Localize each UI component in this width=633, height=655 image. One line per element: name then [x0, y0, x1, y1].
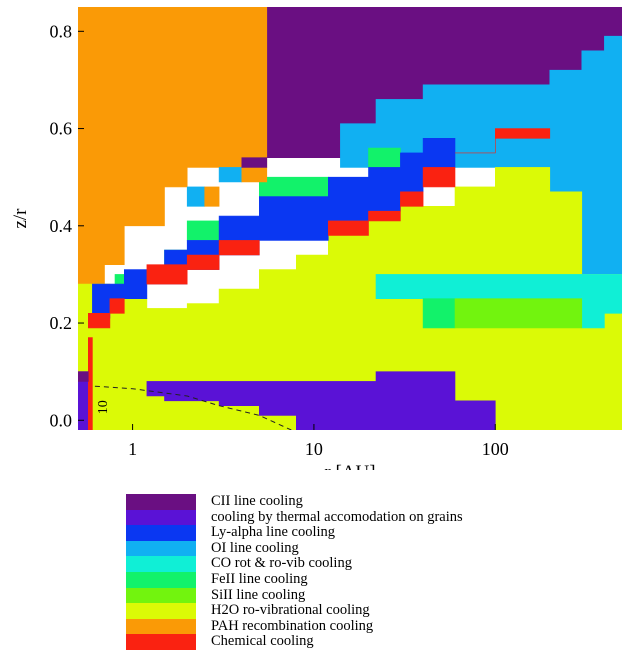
x-tick-label: 100	[482, 439, 509, 459]
legend-item: FeII line cooling	[126, 571, 546, 588]
contour-label: 10	[96, 400, 111, 414]
y-tick-label: 0.8	[50, 21, 73, 41]
legend-item: SiII line cooling	[126, 586, 546, 604]
legend-swatch	[126, 618, 196, 635]
x-tick-label: 1	[128, 439, 137, 459]
plot-area: 10 1 10 100 0.0 0.2 0.4 0.6 0.8 r [AU] z/r	[10, 7, 622, 470]
region-fe	[422, 298, 456, 329]
y-tick-label: 0.0	[50, 410, 73, 430]
legend-label: Ly-alpha line cooling	[211, 524, 336, 541]
region-pah	[241, 167, 268, 183]
legend-item: CII line cooling	[126, 493, 546, 510]
y-tick-label: 0.2	[50, 313, 73, 333]
legend-swatch	[126, 556, 196, 572]
region-chem	[146, 240, 260, 285]
region-gr	[146, 371, 496, 430]
region-si	[454, 298, 583, 329]
legend-item: Ly-alpha line cooling	[126, 524, 546, 541]
region-fe	[114, 274, 125, 285]
legend-label: CO rot & ro-vib cooling	[211, 555, 352, 572]
region-oi	[218, 167, 243, 183]
y-tick-label: 0.6	[50, 119, 73, 139]
region-fe	[368, 147, 401, 168]
legend-label: SiII line cooling	[211, 586, 306, 603]
contour-line	[94, 385, 292, 430]
region-cii	[78, 371, 89, 382]
legend-item: PAH recombination cooling	[126, 617, 546, 635]
legend-label: FeII line cooling	[211, 571, 308, 587]
region-chem	[88, 298, 125, 329]
region-cii	[241, 157, 268, 168]
legend-label: CII line cooling	[211, 493, 303, 509]
legend-label: PAH recombination cooling	[211, 617, 374, 634]
legend-swatch	[126, 494, 196, 510]
region-chem	[327, 191, 424, 236]
region-chem	[88, 337, 93, 430]
cooling-map-chart: 10 1 10 100 0.0 0.2 0.4 0.6 0.8 r [AU] z/r	[10, 7, 622, 470]
legend-label: H2O ro-vibrational cooling	[211, 602, 370, 619]
legend-swatch	[126, 634, 196, 650]
legend-item: cooling by thermal accomodation on grain…	[126, 508, 546, 526]
legend-swatch	[126, 572, 196, 588]
legend-item: Chemical cooling	[126, 633, 546, 650]
legend-swatch	[126, 525, 196, 541]
legend-label: cooling by thermal accomodation on grain…	[211, 508, 463, 525]
legend-item: CO rot & ro-vib cooling	[126, 555, 546, 572]
legend-swatch	[126, 587, 196, 604]
region-fe	[258, 176, 329, 197]
region-chem	[455, 128, 551, 154]
legend-item: OI line cooling	[126, 539, 546, 557]
y-axis-title: z/r	[10, 208, 31, 229]
x-tick-label: 10	[305, 439, 323, 459]
legend-label: OI line cooling	[211, 539, 299, 556]
heatmap-regions: 10	[78, 7, 622, 430]
y-tick-label: 0.4	[50, 216, 73, 236]
legend-item: H2O ro-vibrational cooling	[126, 602, 546, 619]
legend-swatch	[126, 509, 196, 526]
region-oi	[186, 186, 205, 207]
legend-swatch	[126, 540, 196, 557]
legend-swatch	[126, 603, 196, 619]
region-fe	[186, 220, 220, 241]
region-pah	[204, 186, 220, 207]
region-chem	[422, 167, 456, 188]
legend-label: Chemical cooling	[211, 633, 314, 650]
x-axis-title: r [AU]	[324, 462, 375, 470]
